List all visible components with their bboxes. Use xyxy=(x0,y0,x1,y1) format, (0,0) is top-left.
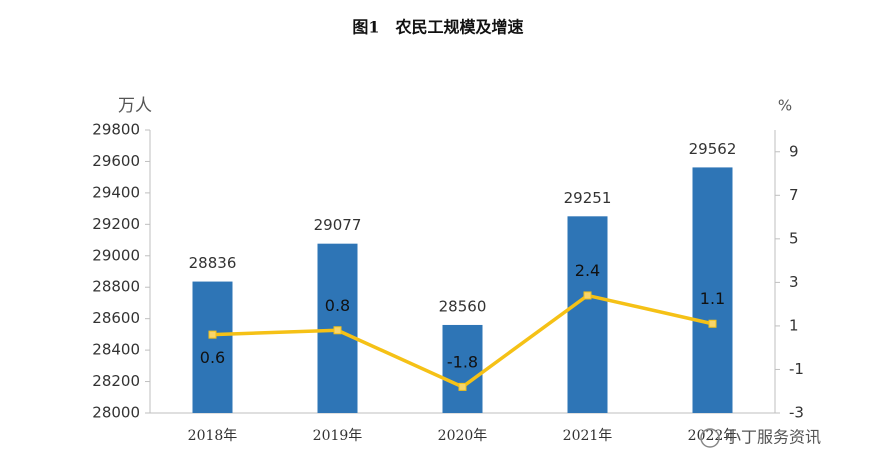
bar-value-label: 28836 xyxy=(189,254,237,272)
watermark-text: 小丁服务资讯 xyxy=(725,428,821,447)
x-tick-label: 2020年 xyxy=(438,428,488,444)
y2-tick-label: 3 xyxy=(789,273,799,291)
y-tick-label: 28200 xyxy=(92,372,140,390)
y-tick-label: 28000 xyxy=(92,404,140,422)
y-tick-label: 28400 xyxy=(92,341,140,359)
chart-title: 图1 农民工规模及增速 xyxy=(352,18,523,37)
x-tick-label: 2018年 xyxy=(188,428,238,444)
y2-tick-label: -3 xyxy=(789,404,804,422)
line-value-label: 2.4 xyxy=(575,261,600,280)
y-tick-label: 29600 xyxy=(92,152,140,170)
y2-tick-label: -1 xyxy=(789,360,804,378)
y-tick-label: 29200 xyxy=(92,215,140,233)
line-value-label: 0.8 xyxy=(325,296,350,315)
y2-tick-label: 7 xyxy=(789,186,799,204)
bar xyxy=(567,216,608,413)
y-tick-label: 29000 xyxy=(92,246,140,264)
y2-tick-label: 5 xyxy=(789,229,799,247)
bar-value-label: 29077 xyxy=(314,216,362,234)
x-tick-label: 2022年 xyxy=(688,428,738,444)
y-tick-label: 28600 xyxy=(92,309,140,327)
bar xyxy=(442,324,483,413)
y-tick-label: 29400 xyxy=(92,183,140,201)
line-marker xyxy=(583,291,592,300)
y2-tick-label: 9 xyxy=(789,142,799,160)
line-value-label: 0.6 xyxy=(200,348,225,367)
y2-axis-label: % xyxy=(778,97,792,115)
bar xyxy=(192,281,233,413)
watermark: 小丁服务资讯 xyxy=(700,428,821,448)
line-value-label: -1.8 xyxy=(447,352,478,371)
line-marker xyxy=(208,330,217,339)
line-marker xyxy=(708,319,717,328)
watermark-icon xyxy=(700,428,720,448)
bar xyxy=(692,167,733,413)
y2-tick-label: 1 xyxy=(789,316,799,334)
line-marker xyxy=(458,382,467,391)
bar-value-label: 29562 xyxy=(689,140,737,158)
line-value-label: 1.1 xyxy=(700,289,725,308)
bar-value-label: 28560 xyxy=(439,297,487,315)
x-tick-label: 2019年 xyxy=(313,428,363,444)
y-tick-label: 28800 xyxy=(92,278,140,296)
line-marker xyxy=(333,326,342,335)
y-axis-label: 万人 xyxy=(118,96,152,116)
y-tick-label: 29800 xyxy=(92,121,140,139)
bar-value-label: 29251 xyxy=(564,189,612,207)
x-tick-label: 2021年 xyxy=(563,428,613,444)
